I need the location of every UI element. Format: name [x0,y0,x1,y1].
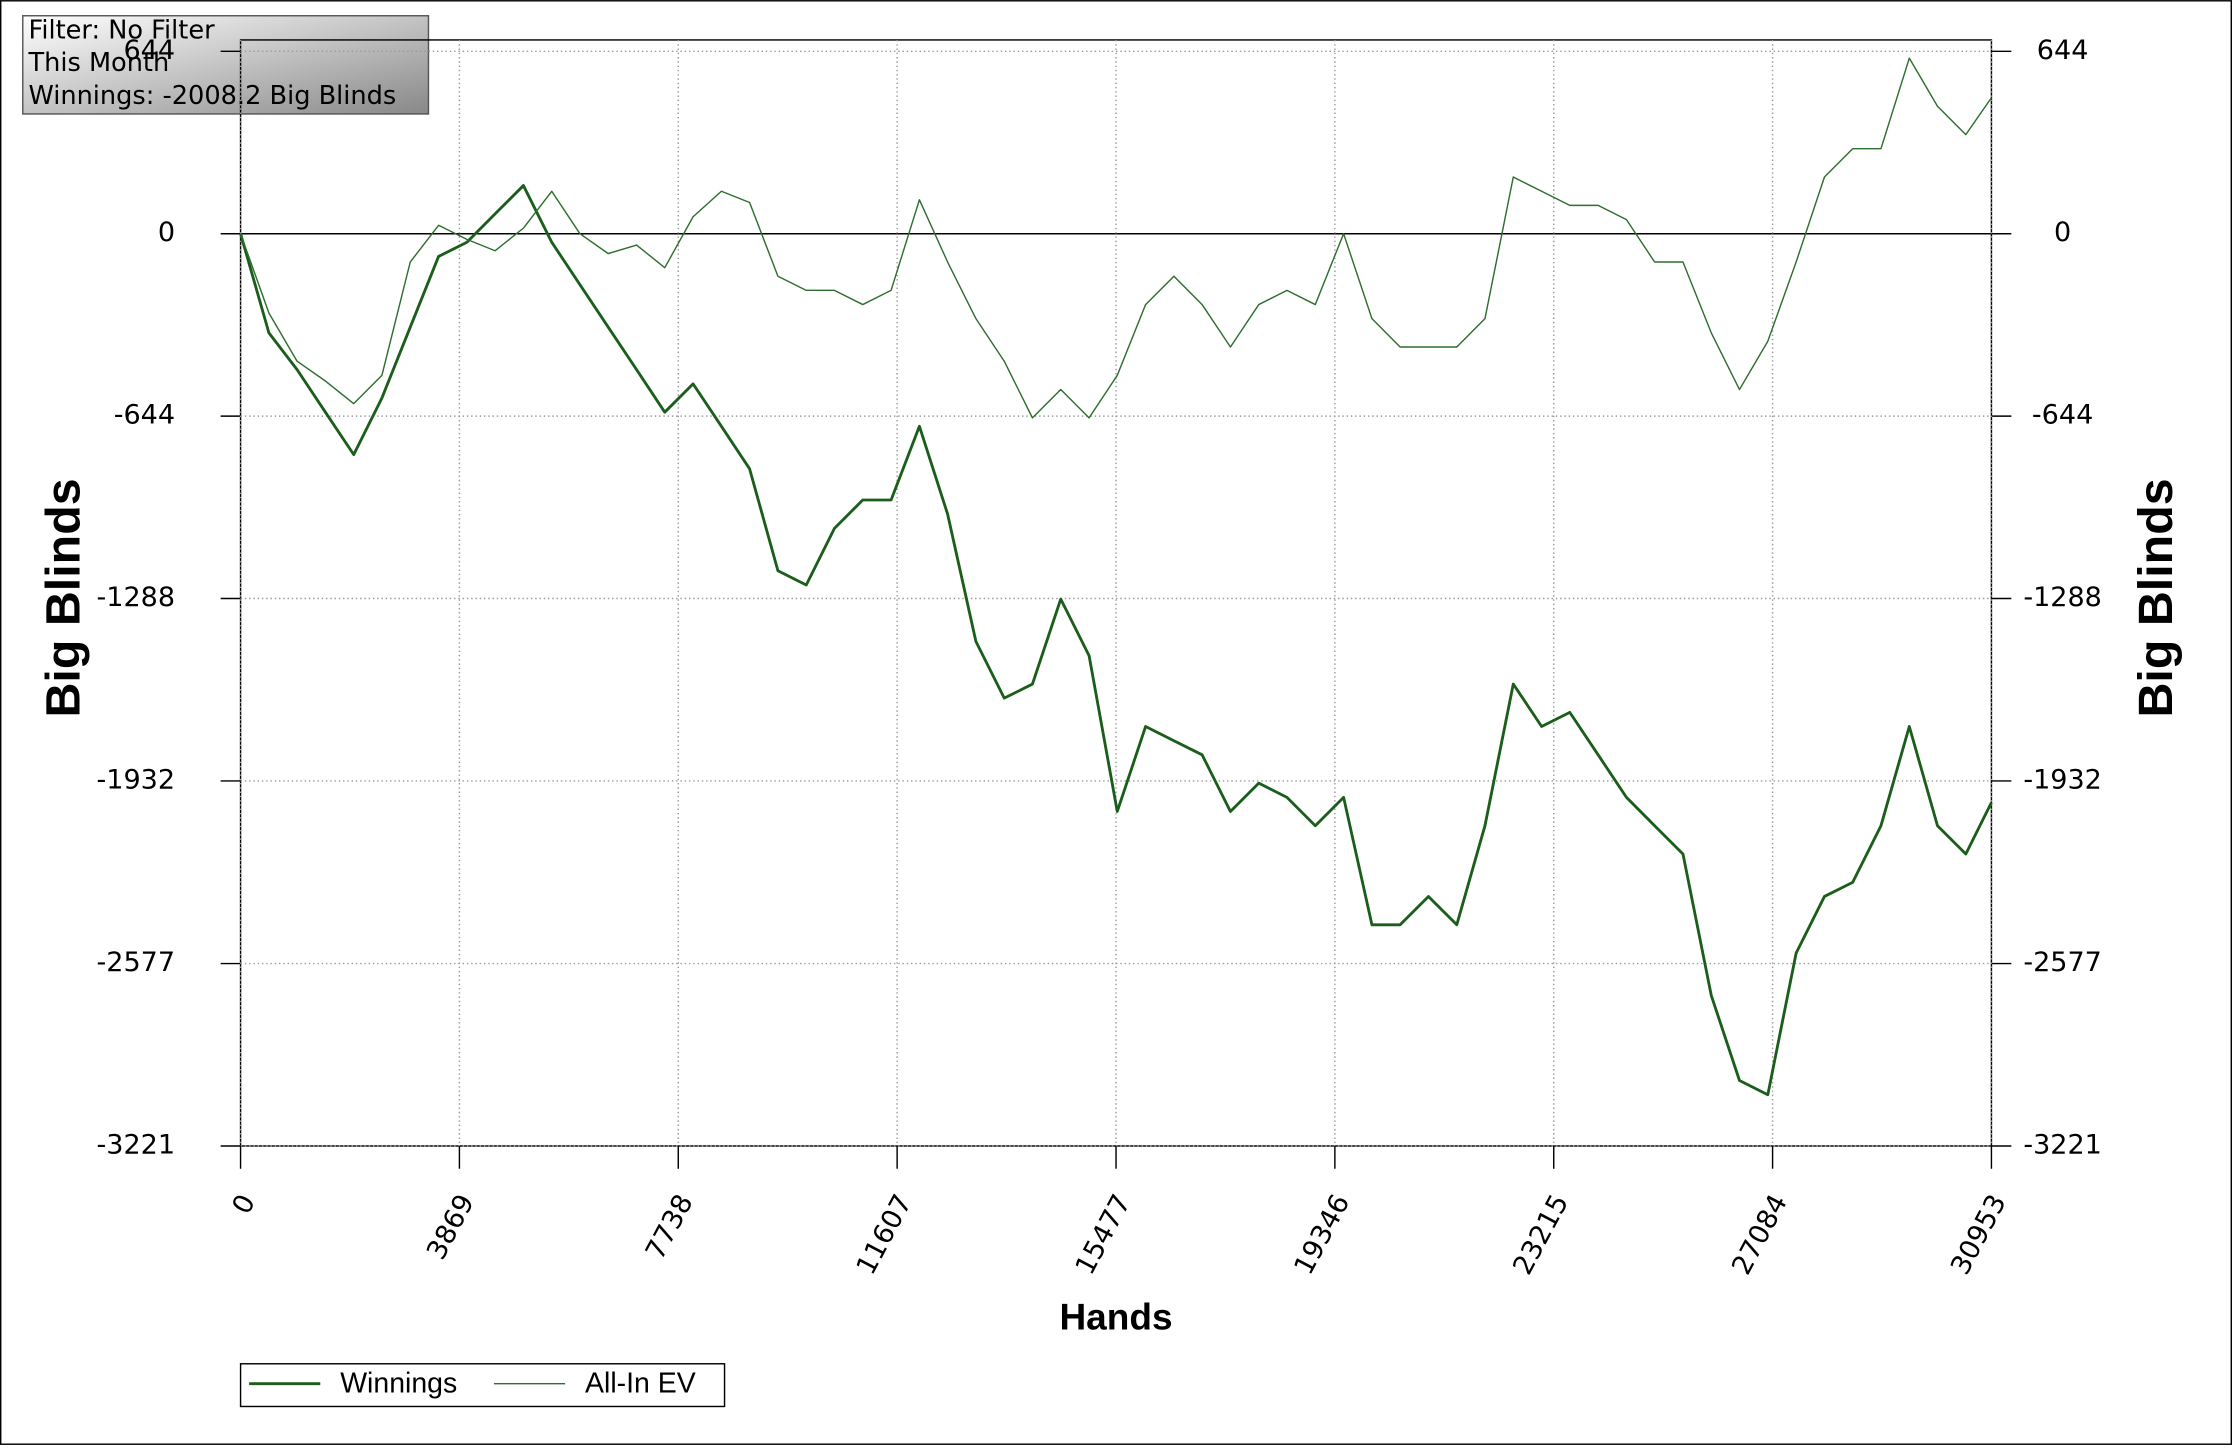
info-line: This Month [27,48,169,78]
info-line: Winnings: -2008.2 Big Blinds [28,81,396,111]
x-axis-label: Hands [1059,1295,1172,1337]
y2-tick-label: 0 [2054,217,2071,248]
y2-tick-label: -644 [2032,400,2093,431]
y-tick-label: -644 [114,400,175,431]
y-tick-label: -1288 [97,582,176,613]
info-box [22,15,430,115]
y-tick-label: -1932 [97,764,176,795]
info-line: Filter: No Filter [28,15,215,45]
y2-axis-label: Big Blinds [2129,478,2183,717]
y-tick-label: -2577 [97,947,176,978]
y2-tick-label: -2577 [2023,947,2102,978]
y2-tick-label: -3221 [2023,1129,2102,1160]
y-tick-label: 0 [158,217,175,248]
y-tick-label: 644 [123,35,175,66]
series-line [239,57,1993,419]
legend-label: All-In EV [585,1368,696,1400]
legend-label: Winnings [340,1368,457,1400]
y2-tick-label: 644 [2037,35,2089,66]
series-line [239,184,1993,1097]
y2-tick-label: -1288 [2023,582,2102,613]
legend [239,1363,726,1408]
y2-tick-label: -1932 [2023,764,2102,795]
y-axis-label: Big Blinds [37,478,91,717]
y-tick-label: -3221 [97,1129,176,1160]
